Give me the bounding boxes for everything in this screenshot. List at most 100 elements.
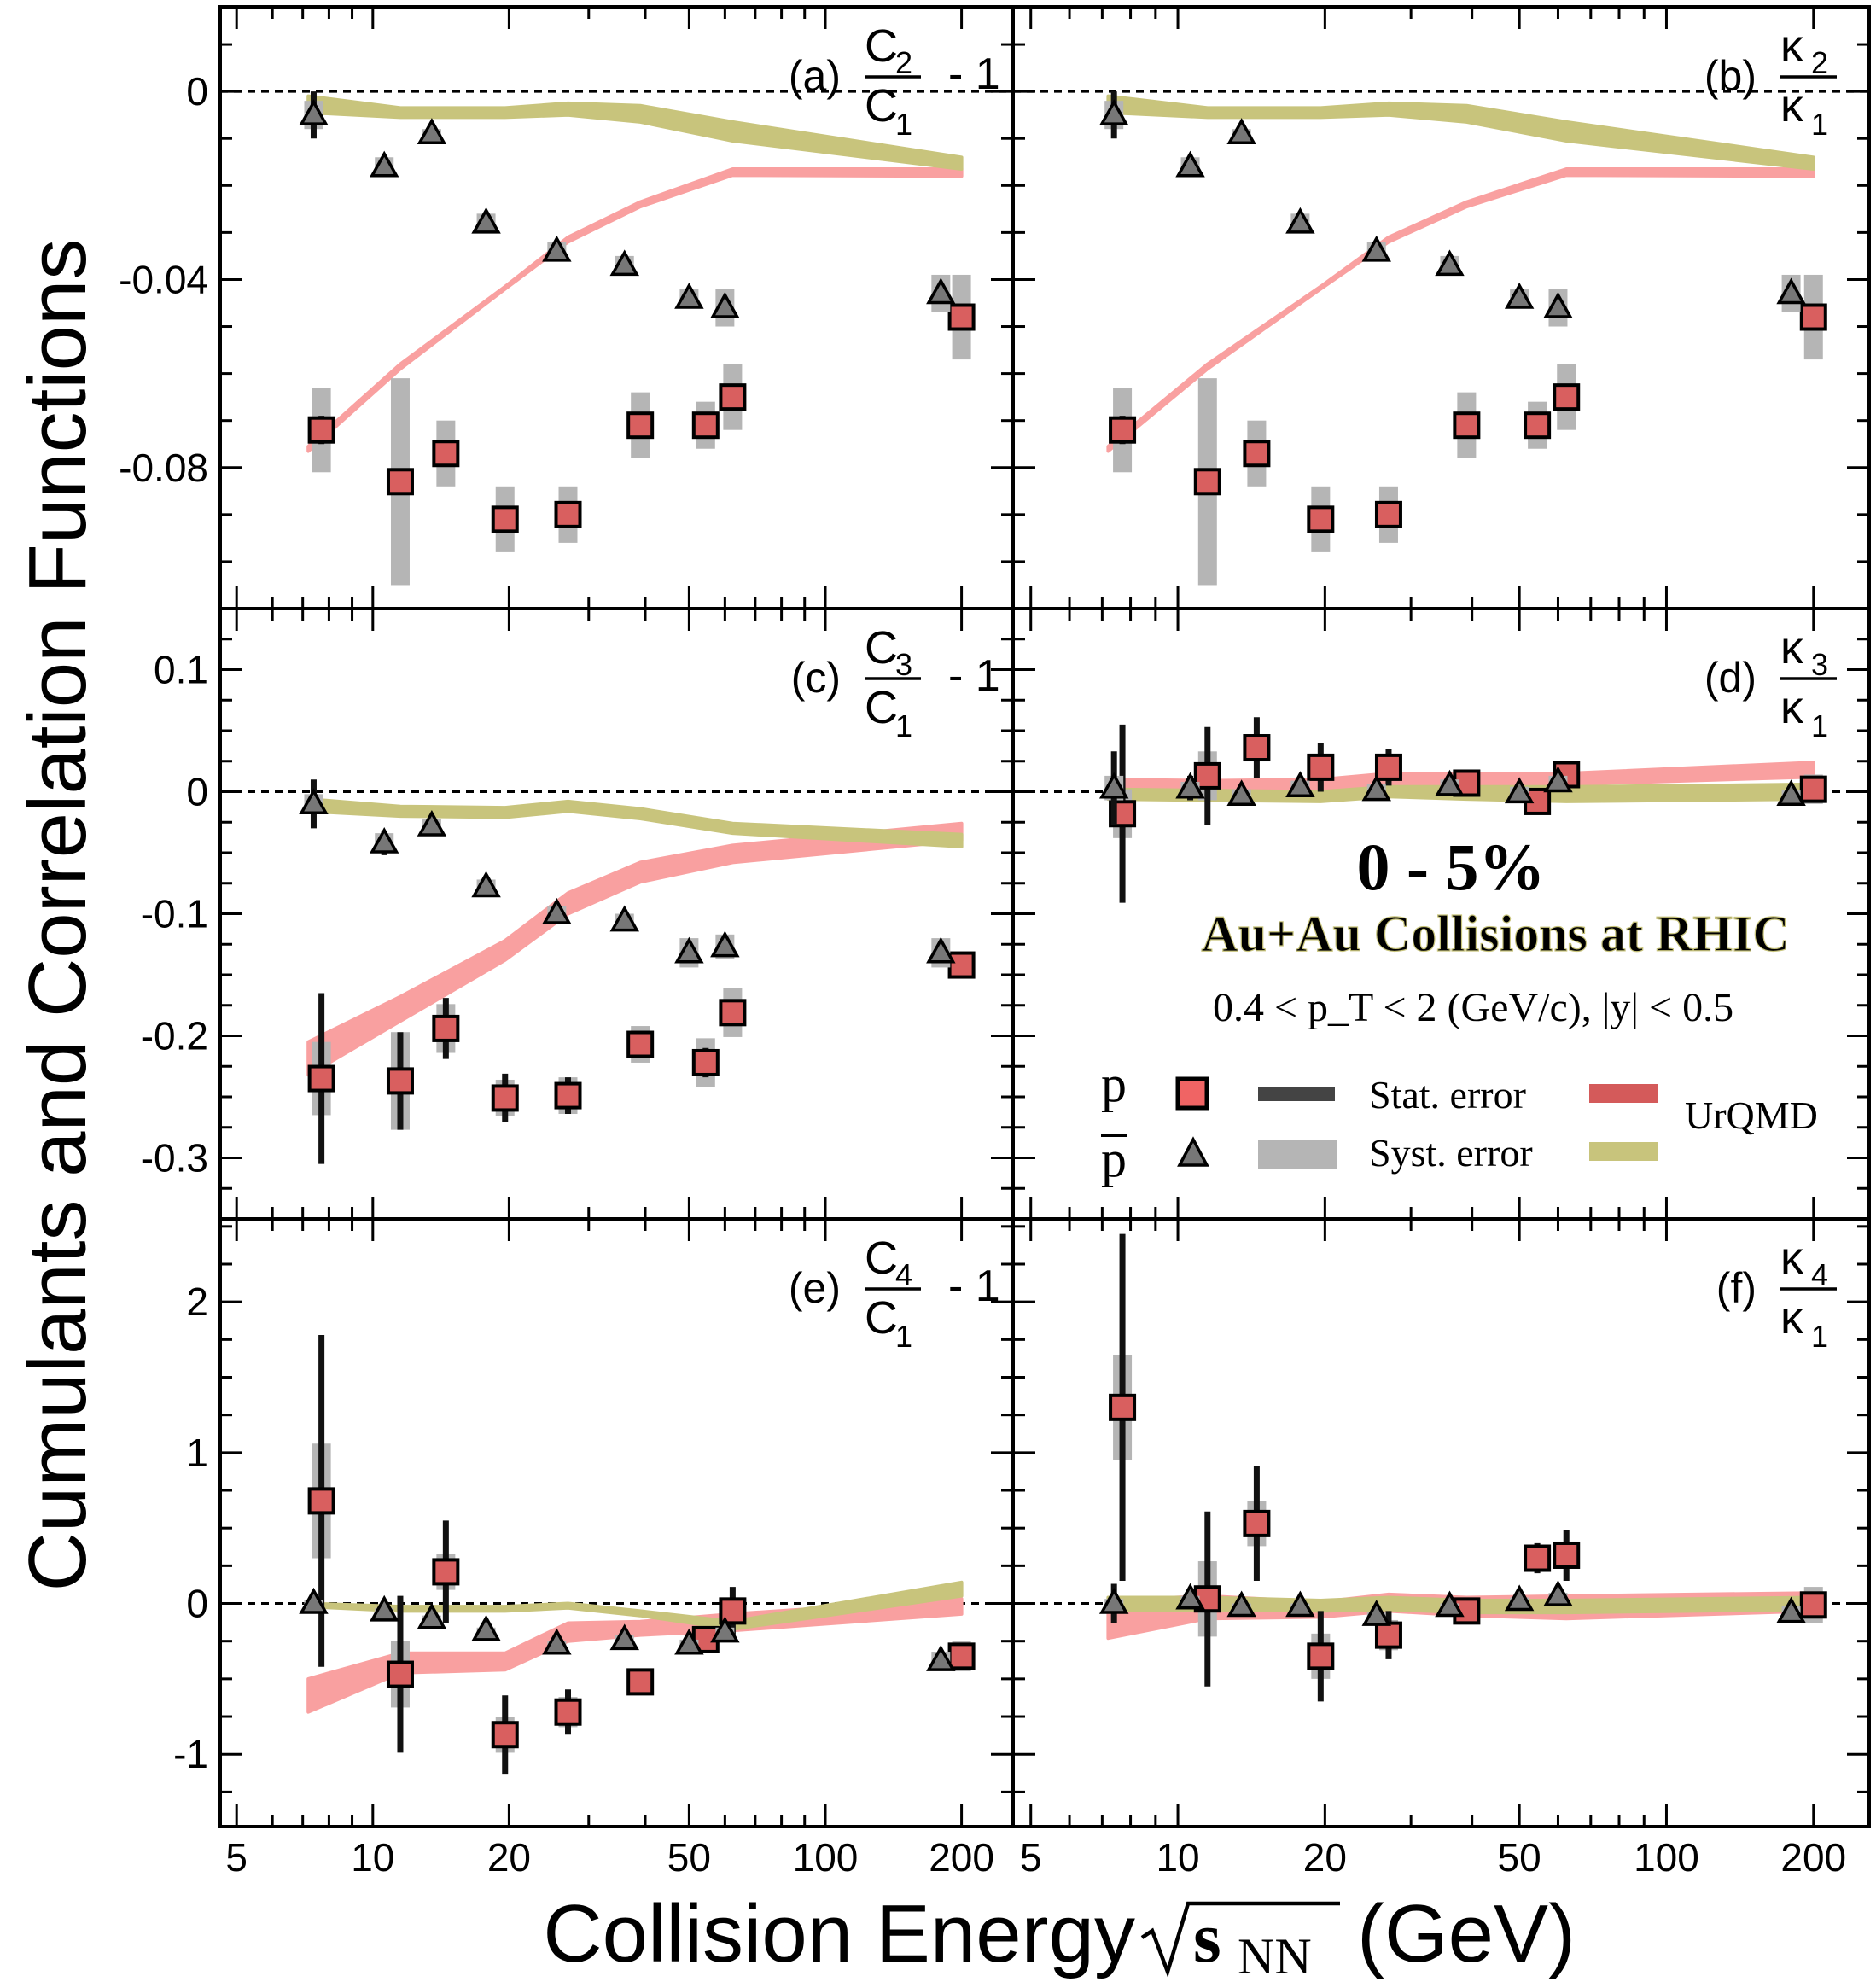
ratio-numerator-subscript: 3 (1811, 647, 1828, 682)
proton-point (626, 1668, 655, 1696)
y-tick-label: 0 (186, 1582, 208, 1626)
urqmd-proton-band (1106, 167, 1815, 453)
antiproton-point (1175, 772, 1205, 799)
x-tick-label: 20 (1303, 1835, 1347, 1880)
antiproton-point (1175, 1583, 1205, 1610)
antiproton-point (609, 1623, 639, 1651)
ratio-numerator-subscript: 4 (1811, 1257, 1828, 1292)
antiproton-point (1361, 1600, 1391, 1626)
urqmd-proton-band (306, 167, 964, 453)
antiproton-point (417, 118, 447, 144)
proton-point (1799, 775, 1827, 803)
antiproton-point (1098, 772, 1129, 799)
x-tick-label: 5 (1020, 1835, 1042, 1880)
proton-point (386, 1660, 414, 1688)
proton-point (1243, 440, 1271, 468)
x-axis-title-text: Collision Energy (543, 1888, 1135, 1979)
antiproton-point (1285, 771, 1315, 798)
antiproton-point (1175, 150, 1205, 178)
plot-area (1013, 1233, 1869, 1702)
ratio-denominator-subscript: 1 (1811, 107, 1828, 142)
antiproton-point (1543, 766, 1573, 793)
proton-point (307, 1487, 335, 1515)
panel-f: 5 10 20 50 100 200 (f) κ 4κ 1 (1011, 1217, 1871, 1880)
ratio-numerator-subscript: 2 (895, 45, 912, 80)
proton-point (1193, 468, 1221, 496)
proton-point (1243, 1509, 1271, 1537)
antiproton-point (471, 871, 501, 898)
antiproton-point (1435, 1590, 1465, 1618)
antiproton-point (674, 282, 704, 309)
ratio-denominator: κ (1780, 80, 1804, 131)
panel-b: (b) κ 2κ 1 (1011, 5, 1871, 610)
panel-label: (a) (789, 52, 841, 100)
legend-antiproton-marker (1177, 1136, 1209, 1167)
antiproton-point (1435, 249, 1465, 277)
proton-point (1109, 1393, 1137, 1421)
panel-label: (f) (1716, 1264, 1757, 1312)
ratio-numerator: C (865, 622, 898, 673)
panel-label: (c) (791, 654, 841, 702)
antiproton-point (417, 1602, 447, 1629)
y-tick-label: -0.1 (141, 892, 208, 936)
antiproton-point (926, 936, 956, 964)
proton-point (1453, 411, 1481, 440)
ratio-numerator-subscript: 4 (895, 1257, 912, 1292)
x-tick-label: 10 (351, 1835, 394, 1880)
proton-point (1524, 1544, 1552, 1572)
plot-area (1013, 717, 1869, 903)
ratio-numerator: κ (1780, 1233, 1804, 1284)
proton-point (554, 1698, 582, 1726)
urqmd-antiproton-band (306, 797, 964, 848)
x-tick-label: 100 (793, 1835, 859, 1880)
antiproton-point (1776, 1596, 1806, 1623)
antiproton-point (1226, 118, 1256, 144)
ratio-denominator: C (865, 1292, 898, 1344)
antiproton-point (674, 936, 704, 964)
x-tick-label: 10 (1156, 1835, 1199, 1880)
proton-point (626, 1030, 655, 1058)
x-tick-label: 200 (1780, 1835, 1846, 1880)
proton-point (491, 1084, 519, 1112)
antiproton-point (1098, 1587, 1129, 1614)
antiproton-point (926, 1645, 956, 1671)
ratio-denominator-subscript: 1 (1811, 1319, 1828, 1354)
antiproton-point (542, 235, 572, 262)
proton-point (947, 1642, 976, 1670)
ratio-suffix: - 1 (948, 651, 1000, 701)
legend: pp Stat. error Syst. error UrQMD (1101, 1056, 1818, 1187)
y-tick-label: 0 (186, 770, 208, 814)
y-tick-label: 1 (186, 1431, 208, 1475)
proton-point (691, 1048, 720, 1076)
antiproton-point (1098, 99, 1129, 125)
antiproton-point (710, 1616, 740, 1643)
antiproton-point (369, 826, 399, 854)
legend-antiproton-symbol: p (1101, 1131, 1127, 1187)
proton-point (386, 1067, 414, 1095)
proton-point (1374, 500, 1402, 528)
antiproton-point (1776, 779, 1806, 807)
antiproton-point (369, 150, 399, 178)
x-axis-title-unit: (GeV) (1357, 1888, 1576, 1979)
antiproton-point (369, 1594, 399, 1622)
ratio-denominator-subscript: 1 (1811, 708, 1828, 743)
ratio-denominator-subscript: 1 (895, 708, 912, 743)
ratio-numerator-subscript: 2 (1811, 45, 1828, 80)
urqmd-antiproton-band (306, 94, 964, 171)
antiproton-point (674, 1628, 704, 1655)
proton-point (1307, 505, 1335, 533)
proton-point (1553, 383, 1581, 411)
plot-area (1013, 90, 1869, 586)
proton-point (554, 1081, 582, 1110)
antiproton-point (1226, 779, 1256, 807)
plot-area (220, 1335, 1013, 1775)
proton-point (719, 999, 747, 1027)
legend-proton-marker (1175, 1076, 1209, 1111)
plot-area (220, 90, 1013, 586)
y-tick-label: -0.3 (141, 1136, 208, 1180)
antiproton-point (1361, 235, 1391, 262)
x-axis-title-sqrt-s: s (1193, 1898, 1221, 1978)
proton-point (432, 1558, 460, 1586)
